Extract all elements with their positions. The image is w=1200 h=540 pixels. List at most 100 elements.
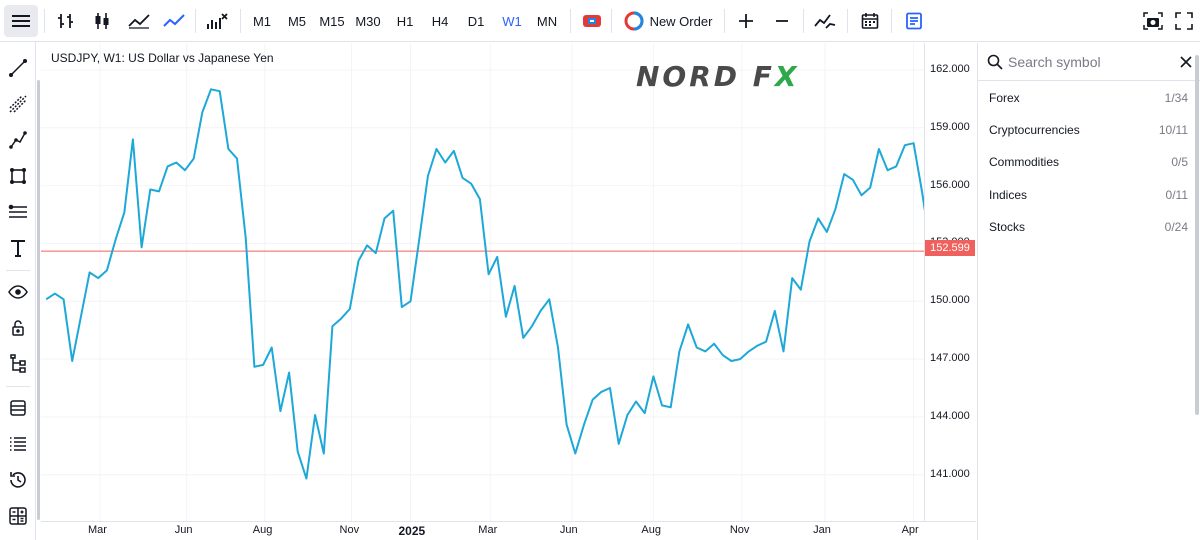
time-tick-label: 2025 — [398, 524, 426, 538]
category-name: Cryptocurrencies — [989, 123, 1080, 137]
calendar-button[interactable] — [858, 5, 882, 37]
new-order-icon — [624, 11, 644, 31]
zoom-out-button[interactable] — [770, 5, 794, 37]
compare-button[interactable] — [580, 5, 604, 37]
price-axis[interactable] — [924, 43, 976, 521]
trend-line-button[interactable] — [4, 54, 32, 82]
timeframe-m15[interactable]: M15 — [319, 13, 345, 29]
object-tree-button[interactable] — [4, 350, 32, 378]
timeframe-h4[interactable]: H4 — [431, 13, 449, 29]
time-tick-label: Nov — [729, 524, 750, 536]
price-chart[interactable] — [41, 43, 924, 521]
notes-icon — [906, 12, 922, 30]
timeframe-m5[interactable]: M5 — [287, 13, 307, 29]
calendar-icon — [861, 13, 879, 29]
chart-title: USDJPY, W1: US Dollar vs Japanese Yen — [51, 51, 274, 65]
price-tick-label: 150.000 — [930, 294, 970, 307]
time-tick-label: Jun — [559, 524, 578, 536]
history-icon — [10, 472, 26, 488]
notes-button[interactable] — [902, 5, 926, 37]
symbol-panel: Forex 1/34 Cryptocurrencies 10/11 Commod… — [977, 43, 1200, 540]
panel-scrollbar[interactable] — [1195, 55, 1199, 415]
timeframe-m1[interactable]: M1 — [252, 13, 272, 29]
text-icon — [11, 240, 25, 257]
line-chart-icon — [128, 14, 150, 29]
area-line-button[interactable] — [162, 5, 186, 37]
price-tick-label: 159.000 — [930, 120, 970, 133]
timeframe-w1[interactable]: W1 — [502, 13, 522, 29]
price-tick-label: 147.000 — [930, 352, 970, 365]
price-tick-label: 162.000 — [930, 62, 970, 75]
line-chart-button[interactable] — [127, 5, 151, 37]
price-series-line — [45, 88, 924, 480]
bar-chart-button[interactable] — [54, 5, 78, 37]
category-forex[interactable]: Forex 1/34 — [978, 82, 1200, 114]
new-order-button[interactable]: New Order — [620, 5, 716, 37]
current-price-badge: 152.599 — [925, 240, 975, 256]
category-count: 0/24 — [1164, 220, 1188, 234]
drawing-toolbar — [0, 42, 36, 540]
zoom-in-button[interactable] — [734, 5, 758, 37]
candlestick-button[interactable] — [90, 5, 114, 37]
time-tick-label: Aug — [641, 524, 661, 536]
category-stocks[interactable]: Stocks 0/24 — [978, 211, 1200, 243]
camera-icon — [1143, 12, 1163, 30]
timeframe-m30[interactable]: M30 — [355, 13, 381, 29]
category-count: 10/11 — [1158, 123, 1188, 137]
lock-icon — [12, 320, 24, 336]
category-cryptocurrencies[interactable]: Cryptocurrencies 10/11 — [978, 114, 1200, 146]
category-commodities[interactable]: Commodities 0/5 — [978, 146, 1200, 178]
symbol-search-input[interactable] — [1008, 51, 1168, 73]
category-indices[interactable]: Indices 0/11 — [978, 179, 1200, 211]
time-tick-label: Mar — [478, 524, 498, 536]
polyline-button[interactable] — [4, 126, 32, 154]
time-tick-label: Mar — [87, 524, 107, 536]
category-name: Commodities — [989, 155, 1060, 169]
parallel-channel-icon — [9, 95, 27, 113]
price-tick-label: 144.000 — [930, 409, 970, 422]
templates-icon — [814, 14, 836, 29]
text-tool-button[interactable] — [4, 234, 32, 262]
rectangle-button[interactable] — [4, 162, 32, 190]
eye-icon — [8, 285, 28, 299]
category-name: Forex — [989, 91, 1020, 105]
fib-retracement-button[interactable] — [4, 198, 32, 226]
hide-drawings-button[interactable] — [4, 278, 32, 306]
watchlist-button[interactable] — [4, 394, 32, 422]
area-line-icon — [163, 14, 185, 27]
parallel-channel-button[interactable] — [4, 90, 32, 118]
plus-icon — [739, 14, 753, 28]
time-axis[interactable] — [41, 521, 976, 540]
time-tick-label: Jun — [174, 524, 193, 536]
timeframe-mn[interactable]: MN — [536, 13, 558, 29]
search-icon — [987, 54, 1003, 70]
fullscreen-icon — [1175, 12, 1193, 30]
compare-icon — [583, 15, 601, 27]
timeframe-h1[interactable]: H1 — [396, 13, 414, 29]
top-toolbar: M1 M5 M15 M30 H1 H4 D1 W1 MN New Order — [0, 0, 1200, 42]
lock-drawings-button[interactable] — [4, 314, 32, 342]
timeframe-d1[interactable]: D1 — [467, 13, 485, 29]
time-tick-label: Jan — [813, 524, 831, 536]
close-icon[interactable] — [1180, 56, 1192, 68]
price-tick-label: 141.000 — [930, 467, 970, 480]
left-scrollbar[interactable] — [37, 80, 40, 520]
calculator-button[interactable] — [4, 502, 32, 530]
menu-button[interactable] — [4, 5, 38, 37]
category-count: 0/11 — [1165, 188, 1188, 202]
history-button[interactable] — [4, 466, 32, 494]
positions-button[interactable] — [4, 430, 32, 458]
category-name: Indices — [989, 188, 1028, 202]
time-tick-label: Nov — [339, 524, 360, 536]
list-icon — [10, 437, 26, 451]
hamburger-icon — [12, 15, 30, 27]
polyline-icon — [9, 131, 27, 149]
fullscreen-button[interactable] — [1172, 5, 1196, 37]
rectangle-icon — [10, 168, 26, 184]
indicators-button[interactable] — [204, 5, 230, 37]
templates-button[interactable] — [812, 5, 838, 37]
indicators-icon — [207, 13, 228, 29]
screenshot-button[interactable] — [1140, 5, 1166, 37]
symbol-search-row — [978, 43, 1200, 81]
stack-icon — [10, 400, 26, 416]
